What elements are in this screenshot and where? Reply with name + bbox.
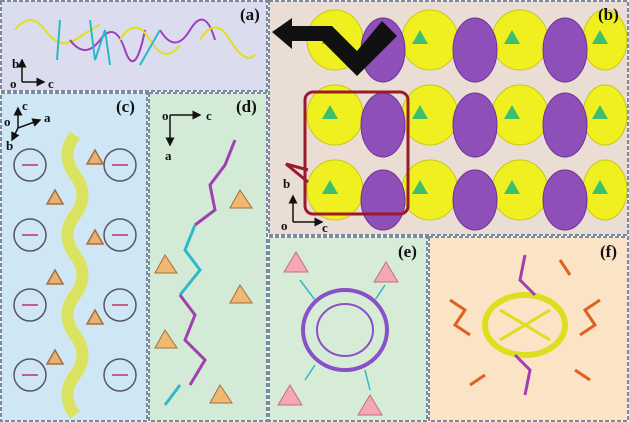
structure-b: [272, 9, 628, 231]
structure-c: [13, 131, 137, 419]
panel-label: (a): [240, 5, 260, 24]
panel-a: [0, 0, 268, 92]
axis-label: b: [283, 176, 290, 191]
axis-label: a: [165, 148, 172, 163]
panel-label: (d): [236, 97, 257, 116]
axis-label: c: [206, 108, 212, 123]
axis-label: o: [281, 218, 288, 233]
panel-label: (f): [600, 242, 617, 261]
axis-label: c: [322, 220, 328, 235]
structure-d: [154, 139, 253, 406]
panel-label: (e): [398, 242, 417, 261]
axis-label: a: [44, 110, 51, 125]
panel-label: (c): [116, 97, 135, 116]
axis-label: o: [4, 114, 11, 129]
panel-label: (b): [598, 5, 619, 24]
structure-e: [277, 251, 399, 416]
axis-label: o: [10, 76, 17, 91]
axis-label: o: [162, 108, 169, 123]
structure-a: [14, 18, 256, 66]
axis-label: b: [12, 56, 19, 71]
structure-f: [449, 254, 601, 396]
axis-label: c: [22, 98, 28, 113]
axis-label: b: [6, 138, 13, 153]
panel-d: [148, 92, 268, 422]
axis-label: c: [48, 76, 54, 91]
